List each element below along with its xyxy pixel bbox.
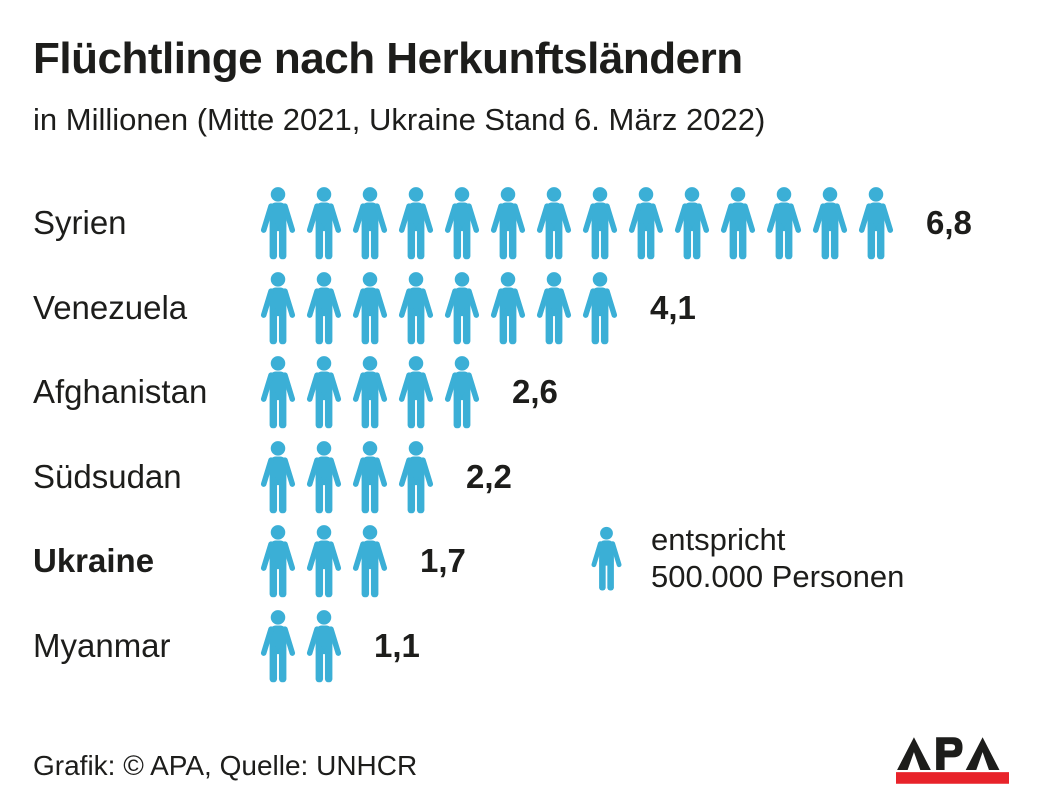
person-icon <box>306 609 342 683</box>
chart-row: Südsudan 2,2 <box>33 435 972 520</box>
person-icon <box>766 187 802 260</box>
country-label: Ukraine <box>33 542 155 580</box>
legend-person-icon <box>591 526 622 590</box>
person-icon <box>812 187 848 260</box>
country-label: Afghanistan <box>33 373 208 411</box>
legend-text-line2: 500.000 Personen <box>651 559 905 594</box>
pictogram-rows: Syrien <box>33 181 972 688</box>
person-icon <box>260 609 296 683</box>
person-icons <box>257 354 487 430</box>
apa-logo <box>896 737 1009 784</box>
person-icon <box>582 187 618 260</box>
person-icons <box>257 439 441 515</box>
person-icons <box>257 608 349 684</box>
person-icon <box>260 356 296 429</box>
legend-text: entspricht 500.000 Personen <box>651 521 904 595</box>
legend-text-line1: entspricht <box>651 522 786 557</box>
country-label: Südsudan <box>33 457 182 495</box>
person-icon <box>398 440 434 514</box>
person-icon <box>352 440 388 514</box>
person-icon <box>398 271 434 345</box>
credit-text: Grafik: © APA, Quelle: UNHCR <box>33 750 418 781</box>
apa-logo-red-bar <box>896 772 1009 784</box>
person-icon <box>260 187 296 260</box>
person-icon <box>858 187 894 260</box>
country-label: Venezuela <box>33 288 188 326</box>
person-icon <box>306 187 342 260</box>
person-icons <box>257 270 625 346</box>
person-icon <box>352 271 388 345</box>
person-icon <box>306 271 342 345</box>
person-icon <box>398 187 434 260</box>
chart-subtitle: in Millionen (Mitte 2021, Ukraine Stand … <box>33 102 766 137</box>
person-icon <box>490 271 526 345</box>
person-icon <box>490 187 526 260</box>
person-icon <box>352 356 388 429</box>
person-icon <box>536 271 572 345</box>
person-icon <box>536 187 572 260</box>
person-icon <box>352 525 388 598</box>
value-label: 2,6 <box>512 373 558 411</box>
person-icon <box>260 525 296 598</box>
person-icon <box>260 440 296 514</box>
value-label: 4,1 <box>650 288 696 326</box>
country-label: Syrien <box>33 204 127 242</box>
legend: entspricht 500.000 Personen <box>588 521 904 595</box>
value-label: 1,7 <box>420 542 466 580</box>
chart-title: Flüchtlinge nach Herkunftsländern <box>33 34 743 83</box>
person-icon <box>352 187 388 260</box>
person-icon <box>582 271 618 345</box>
chart-row: Venezuela <box>33 266 972 351</box>
chart-row: Myanmar 1,1 <box>33 604 972 689</box>
person-icon <box>260 271 296 345</box>
apa-logo-letters <box>897 737 1000 771</box>
person-icons <box>257 185 901 261</box>
person-icon <box>444 271 480 345</box>
person-icon <box>306 440 342 514</box>
value-label: 1,1 <box>374 626 420 664</box>
person-icon <box>398 356 434 429</box>
chart-row: Afghanistan 2,6 <box>33 350 972 435</box>
person-icon <box>628 187 664 260</box>
person-icon <box>444 187 480 260</box>
value-label: 6,8 <box>926 204 972 242</box>
person-icon <box>674 187 710 260</box>
chart-row: Syrien <box>33 181 972 266</box>
person-icon <box>444 356 480 429</box>
person-icon <box>306 356 342 429</box>
person-icon <box>306 525 342 598</box>
person-icons <box>257 523 395 599</box>
person-icon <box>720 187 756 260</box>
country-label: Myanmar <box>33 626 171 664</box>
value-label: 2,2 <box>466 457 512 495</box>
chart-row: Ukraine 1,7 <box>33 519 972 604</box>
